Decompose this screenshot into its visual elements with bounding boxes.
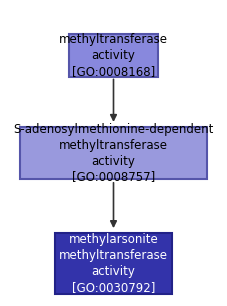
- Bar: [55, 233, 172, 294]
- Text: S-adenosylmethionine-dependent
methyltransferase
activity
[GO:0008757]: S-adenosylmethionine-dependent methyltra…: [13, 122, 214, 184]
- Text: methyltransferase
activity
[GO:0008168]: methyltransferase activity [GO:0008168]: [59, 32, 168, 78]
- Bar: [69, 34, 158, 76]
- Bar: [20, 127, 207, 179]
- Text: methylarsonite
methyltransferase
activity
[GO:0030792]: methylarsonite methyltransferase activit…: [59, 233, 168, 294]
